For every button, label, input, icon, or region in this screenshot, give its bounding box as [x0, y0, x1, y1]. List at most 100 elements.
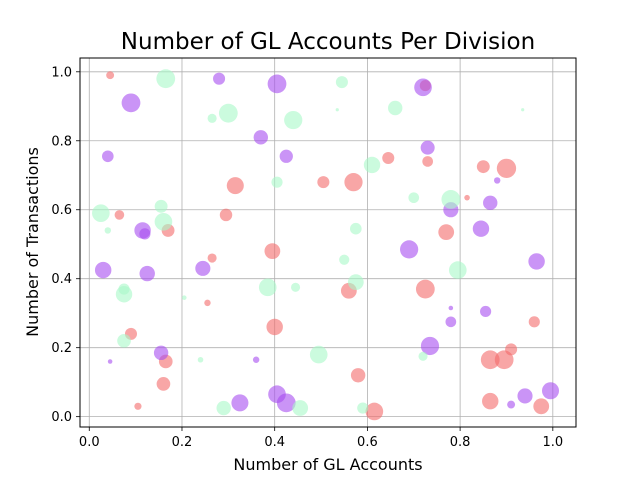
scatter-point: [252, 356, 260, 363]
y-tick-label: 0.6: [51, 203, 72, 218]
scatter-point: [472, 220, 490, 237]
scatter-point: [284, 110, 303, 130]
scatter-point: [114, 210, 125, 220]
scatter-point: [420, 140, 435, 155]
scatter-point: [422, 156, 434, 167]
scatter-point: [134, 402, 142, 410]
scatter-point: [505, 343, 518, 356]
scatter-point: [266, 318, 283, 336]
axis-ticks: 0.0 0.2 0.4 0.6 0.8 1.0 0.0 0.2 0.4 0.6 0.8 1.0: [51, 65, 563, 450]
scatter-point: [408, 192, 420, 204]
scatter-point: [533, 398, 550, 415]
scatter-point: [480, 350, 500, 370]
scatter-point: [528, 253, 545, 270]
scatter-point: [414, 78, 432, 97]
scatter-point: [350, 368, 366, 383]
scatter-point: [448, 261, 467, 279]
scatter-point: [216, 400, 231, 416]
scatter-point: [207, 253, 217, 263]
scatter-point: [317, 176, 330, 189]
scatter-point: [226, 177, 244, 195]
x-tick-label: 0.8: [450, 435, 471, 450]
plot-frame: [79, 57, 577, 428]
scatter-point: [182, 295, 187, 300]
scatter-point: [115, 286, 133, 303]
scatter-point: [156, 69, 176, 89]
scatter-point: [258, 278, 277, 297]
scatter-point: [483, 195, 498, 211]
scatter-point: [339, 254, 350, 265]
scatter-point: [102, 150, 114, 163]
x-tick-label: 0.4: [264, 435, 285, 450]
scatter-point: [448, 305, 454, 311]
scatter-point: [415, 279, 435, 299]
scatter-point: [476, 160, 490, 174]
scatter-point: [420, 336, 440, 356]
scatter-point: [156, 377, 171, 391]
scatter-point: [344, 173, 363, 192]
scatter-point: [139, 228, 151, 240]
chart-title: Number of GL Accounts Per Division: [121, 29, 535, 55]
scatter-point: [219, 208, 233, 222]
scatter-point: [264, 243, 281, 260]
y-axis-title: Number of Transactions: [23, 147, 42, 337]
scatter-point: [347, 274, 364, 291]
scatter-point: [231, 394, 249, 412]
scatter-point: [290, 282, 301, 292]
scatter-point: [94, 261, 112, 279]
x-tick-label: 0.2: [172, 435, 193, 450]
scatter-point: [438, 224, 455, 241]
scatter-point: [445, 316, 457, 328]
scatter-point: [253, 130, 268, 145]
scatter-point: [350, 222, 362, 235]
scatter-point: [279, 149, 293, 163]
scatter-point: [309, 345, 328, 364]
scatter-point: [541, 382, 560, 400]
grid-lines: [80, 58, 576, 427]
scatter-point: [400, 240, 419, 259]
scatter-point: [153, 345, 169, 361]
scatter-point: [494, 350, 514, 370]
scatter-point: [218, 103, 238, 123]
scatter-point: [92, 204, 110, 223]
scatter-point: [418, 351, 428, 361]
y-tick-label: 0.0: [51, 410, 72, 425]
scatter-point: [213, 72, 226, 85]
scatter-point: [107, 359, 113, 364]
scatter-point: [357, 402, 369, 414]
scatter-point: [496, 158, 517, 179]
scatter-point: [117, 333, 131, 348]
scatter-point: [292, 400, 309, 416]
scatter-point: [521, 108, 525, 112]
scatter-point: [382, 151, 395, 165]
scatter-point: [106, 71, 115, 80]
scatter-point: [139, 265, 155, 282]
x-tick-label: 0.6: [357, 435, 378, 450]
scatter-point: [121, 93, 141, 113]
scatter-point: [528, 316, 540, 328]
y-tick-label: 0.2: [51, 341, 72, 356]
scatter-point: [507, 400, 516, 409]
scatter-point: [207, 113, 217, 123]
scatter-point: [441, 190, 461, 209]
scatter-point: [464, 194, 470, 201]
scatter-point: [388, 100, 403, 116]
scatter-point: [517, 388, 533, 404]
scatter-point: [363, 156, 381, 174]
x-tick-label: 1.0: [542, 435, 563, 450]
scatter-point: [480, 305, 492, 318]
scatter-point: [104, 227, 112, 234]
scatter-point: [195, 260, 211, 276]
scatter-point: [271, 176, 283, 188]
x-axis-title: Number of GL Accounts: [233, 455, 422, 474]
scatter-point: [204, 299, 211, 307]
scatter-point: [267, 74, 287, 94]
scatter-point: [197, 356, 204, 363]
y-tick-label: 1.0: [51, 65, 72, 80]
scatter-point: [482, 392, 499, 410]
scatter-point: [154, 199, 168, 213]
scatter-point: [154, 212, 173, 231]
scatter-point: [276, 393, 296, 413]
